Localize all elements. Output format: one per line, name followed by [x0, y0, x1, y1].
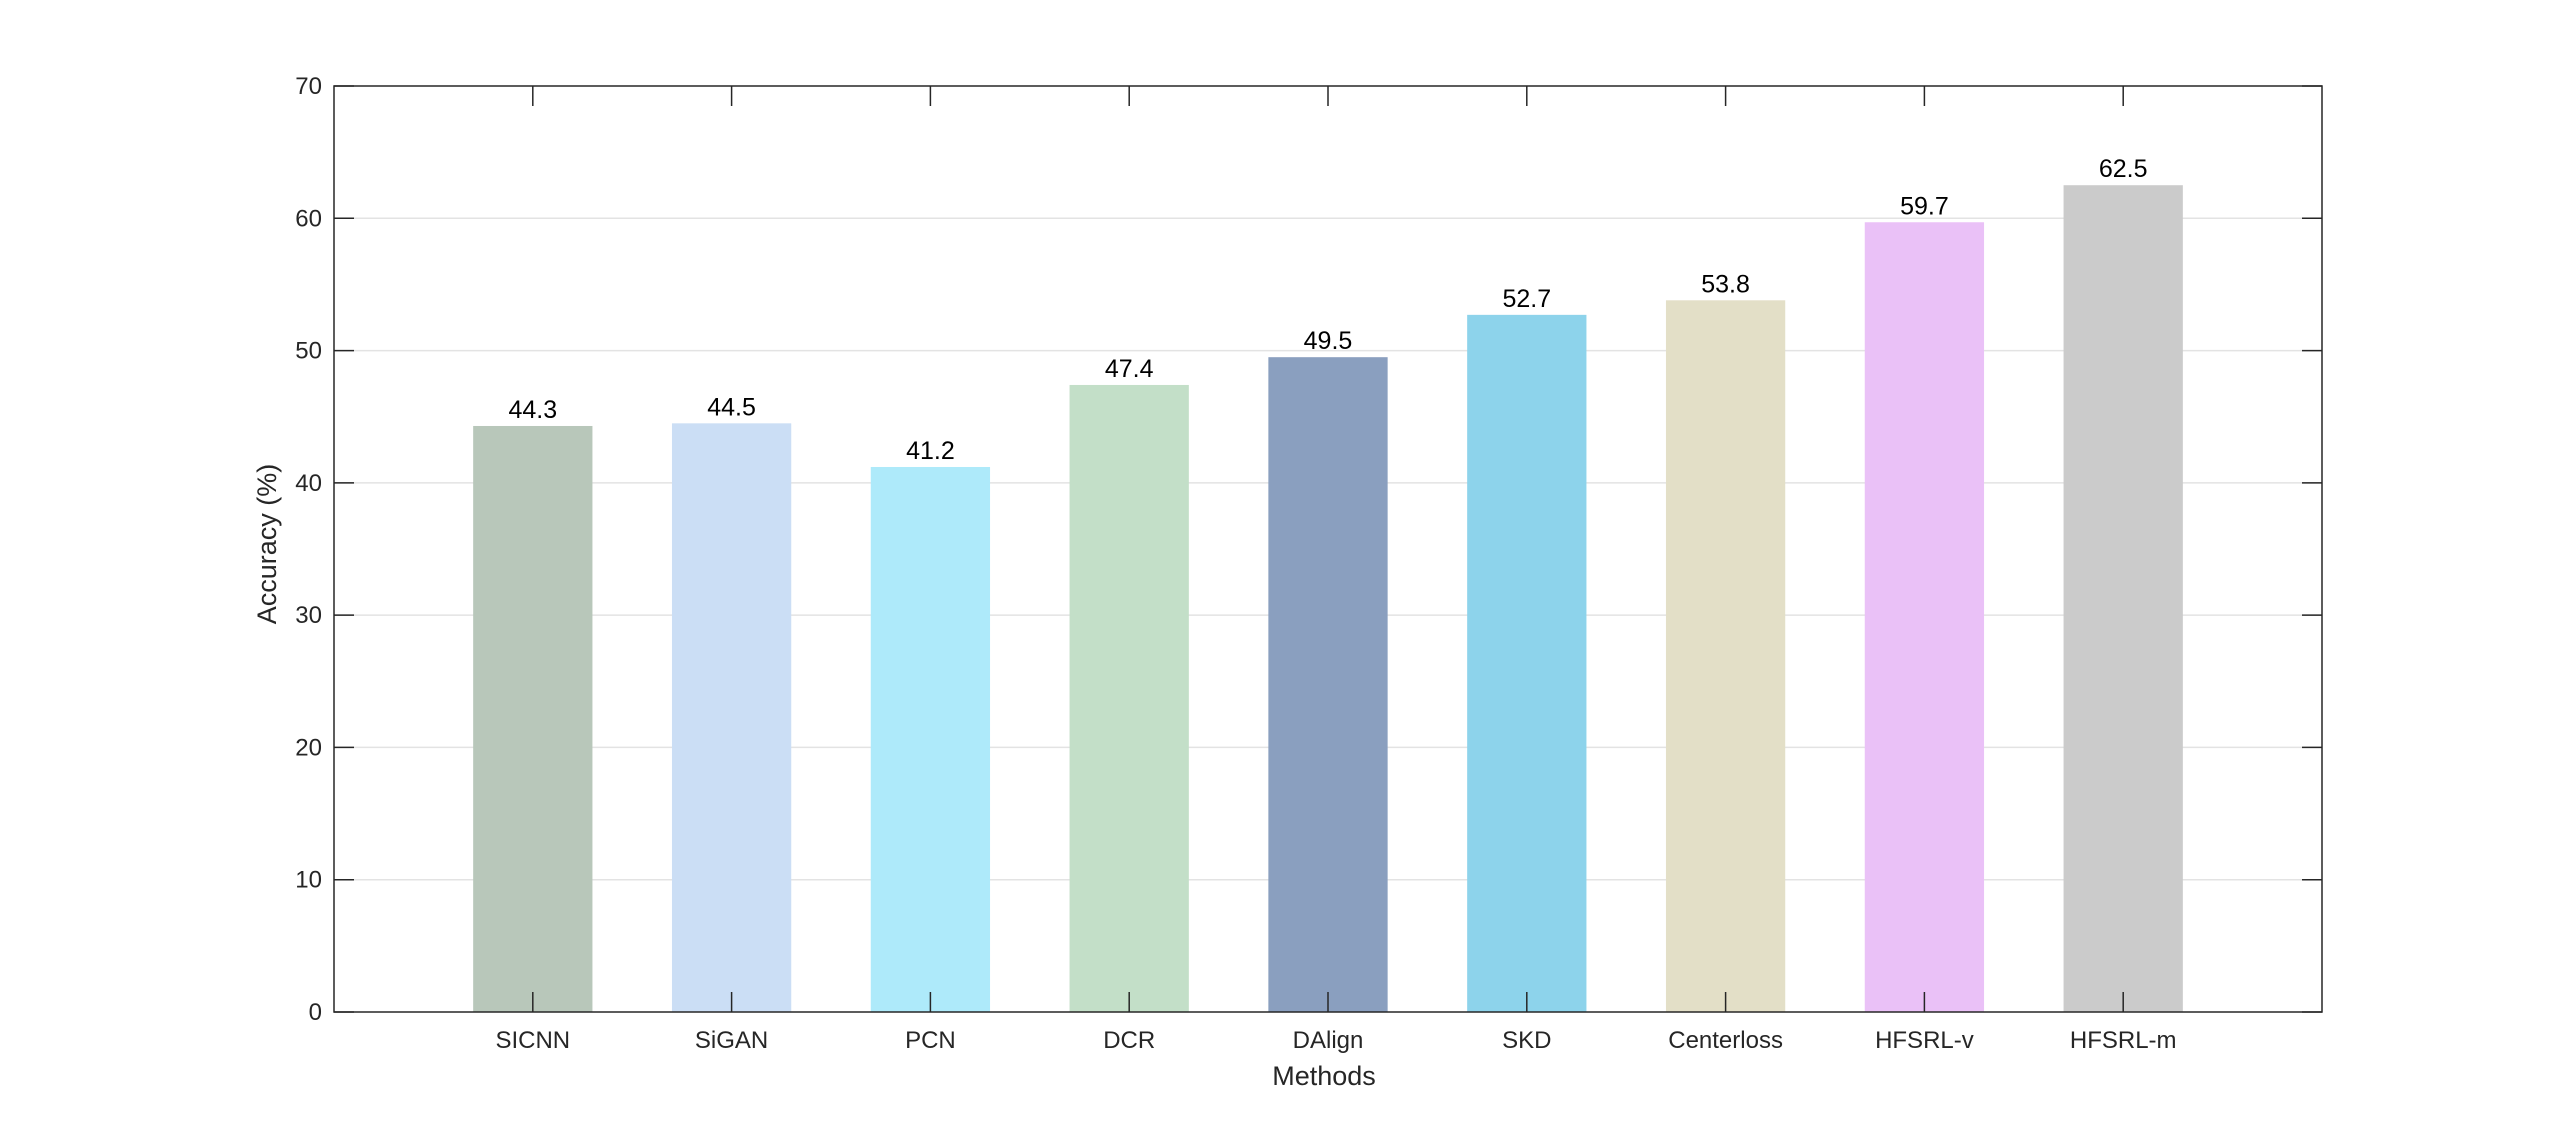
x-tick-label: Centerloss [1668, 1027, 1783, 1054]
y-tick-label: 0 [309, 999, 322, 1026]
axis-ticks [334, 85, 2322, 1013]
y-tick-label: 40 [295, 470, 322, 497]
data-label: 44.3 [508, 396, 557, 424]
x-axis-title: Methods [1272, 1061, 1376, 1091]
bar-skd [1467, 314, 1587, 1013]
data-label: 44.5 [707, 393, 756, 421]
y-tick-label: 10 [295, 867, 322, 894]
x-tick-label: HFSRL-m [2070, 1027, 2177, 1054]
data-labels: 44.3 44.5 41.2 47.4 49.5 52.7 53.8 59.7 62.5 [508, 155, 2147, 465]
data-label: 59.7 [1900, 192, 1949, 220]
bar-sicnn [473, 425, 593, 1013]
x-tick-label: DAlign [1293, 1027, 1364, 1054]
x-tick-label: SICNN [495, 1027, 570, 1054]
y-tick-label: 70 [295, 73, 322, 100]
bar-hfsrl-v [1864, 222, 1985, 1013]
x-tick-label: PCN [905, 1027, 956, 1054]
data-label: 53.8 [1701, 270, 1750, 298]
bars [473, 185, 2183, 1013]
data-label: 52.7 [1502, 285, 1551, 313]
bar-pcn [870, 466, 991, 1012]
x-tick-labels: SICNN SiGAN PCN DCR DAlign SKD Centerloss HFSRL… [495, 1027, 2176, 1054]
data-label: 47.4 [1105, 355, 1154, 383]
y-tick-label: 60 [295, 205, 322, 232]
y-tick-label: 50 [295, 338, 322, 365]
bar-sigan [671, 423, 792, 1012]
data-label: 62.5 [2099, 155, 2148, 183]
y-tick-label: 20 [295, 734, 322, 761]
y-tick-labels: 0 10 20 30 40 50 60 70 [295, 73, 322, 1026]
y-tick-label: 30 [295, 602, 322, 629]
bar-centerloss [1665, 300, 1786, 1012]
data-label: 49.5 [1304, 327, 1353, 355]
bar-dcr [1069, 384, 1189, 1013]
x-tick-label: SKD [1502, 1027, 1551, 1054]
bar-hfsrl-m [2063, 185, 2183, 1012]
data-label: 41.2 [906, 437, 955, 465]
bar-dalign [1268, 357, 1388, 1013]
x-tick-label: HFSRL-v [1875, 1027, 1974, 1054]
x-tick-label: SiGAN [695, 1027, 768, 1054]
x-tick-label: DCR [1103, 1027, 1155, 1054]
y-axis-title: Accuracy (%) [252, 464, 282, 625]
